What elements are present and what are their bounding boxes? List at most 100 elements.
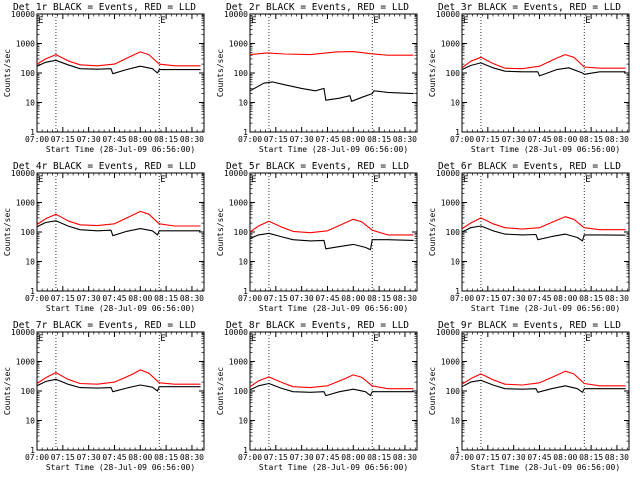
- x-tick-label: 08:30: [180, 135, 204, 144]
- x-axis-label: Start Time (28-Jul-09 06:56:00): [259, 463, 408, 472]
- x-tick-label: 07:00: [25, 453, 49, 462]
- x-tick-label: 07:45: [527, 135, 551, 144]
- x-tick-label: 07:15: [476, 294, 500, 303]
- y-axis-label: Counts/sec: [3, 367, 12, 415]
- y-tick-label: 100: [234, 228, 249, 237]
- x-tick-label: 08:15: [367, 135, 391, 144]
- series-line-lld: [249, 374, 414, 390]
- x-tick-label: 07:45: [102, 294, 126, 303]
- corner-marker-right: E: [373, 175, 378, 185]
- chart-panel-4: Det 4r BLACK = Events, RED = LLD Counts/s…: [3, 161, 205, 313]
- corner-marker-right: E: [585, 175, 590, 185]
- corner-marker-right: E: [160, 334, 165, 344]
- y-tick-label: 10000: [436, 169, 460, 178]
- x-tick-label: 08:15: [579, 135, 603, 144]
- y-tick-label: 100: [21, 387, 36, 396]
- x-tick-label: 08:00: [128, 453, 152, 462]
- y-tick-label: 1000: [16, 358, 35, 367]
- x-tick-label: 07:30: [502, 294, 526, 303]
- chart-title: Det 8r BLACK = Events, RED = LLD: [226, 320, 409, 331]
- x-axis-label: Start Time (28-Jul-09 06:56:00): [46, 304, 195, 313]
- y-tick-label: 1000: [229, 199, 248, 208]
- x-tick-label: 07:45: [102, 135, 126, 144]
- y-tick-label: 100: [21, 69, 36, 78]
- y-tick-label: 100: [234, 387, 249, 396]
- x-tick-label: 07:30: [77, 453, 101, 462]
- y-tick-label: 1: [243, 446, 248, 455]
- x-tick-label: 07:45: [102, 453, 126, 462]
- plot-frame: [249, 331, 418, 451]
- series-line-events: [461, 62, 626, 77]
- y-axis-label: Counts/sec: [428, 208, 437, 256]
- y-tick-label: 10000: [224, 328, 248, 337]
- y-tick-label: 1: [30, 446, 35, 455]
- plot-frame: [461, 331, 630, 451]
- x-tick-label: 07:00: [238, 453, 262, 462]
- x-tick-label: 08:30: [605, 135, 629, 144]
- chart-panel-8: Det 8r BLACK = Events, RED = LLD Counts/s…: [216, 320, 418, 472]
- plot-frame: [461, 172, 630, 292]
- x-tick-label: 08:30: [393, 294, 417, 303]
- plot-frame: [36, 13, 205, 133]
- chart-panel-2: Det 2r BLACK = Events, RED = LLD Counts/s…: [216, 2, 418, 154]
- chart-title: Det 6r BLACK = Events, RED = LLD: [438, 161, 621, 172]
- series-line-events: [36, 220, 201, 237]
- corner-marker-left: E: [38, 175, 43, 185]
- x-tick-label: 08:15: [154, 135, 178, 144]
- y-tick-label: 1: [455, 446, 460, 455]
- x-tick-label: 07:30: [290, 294, 314, 303]
- x-tick-label: 07:45: [315, 135, 339, 144]
- x-tick-label: 08:30: [180, 453, 204, 462]
- series-line-lld: [461, 216, 626, 231]
- x-tick-label: 08:00: [553, 294, 577, 303]
- corner-marker-right: E: [160, 175, 165, 185]
- y-tick-label: 10: [238, 258, 248, 267]
- x-tick-label: 08:15: [154, 453, 178, 462]
- series-line-lld: [36, 210, 201, 227]
- y-tick-label: 10: [450, 99, 460, 108]
- y-tick-label: 10: [238, 99, 248, 108]
- corner-marker-left: E: [463, 334, 468, 344]
- y-tick-label: 10: [450, 258, 460, 267]
- x-tick-label: 07:15: [51, 135, 75, 144]
- y-tick-label: 10000: [436, 10, 460, 19]
- y-tick-label: 10: [25, 99, 35, 108]
- plot-frame: [461, 13, 630, 133]
- x-axis-label: Start Time (28-Jul-09 06:56:00): [471, 304, 620, 313]
- y-axis-label: Counts/sec: [3, 49, 12, 97]
- x-tick-label: 08:15: [367, 294, 391, 303]
- corner-marker-right: E: [585, 334, 590, 344]
- y-tick-label: 100: [234, 69, 249, 78]
- y-tick-label: 10: [25, 258, 35, 267]
- corner-marker-left: E: [251, 175, 256, 185]
- y-tick-label: 1: [455, 128, 460, 137]
- x-tick-label: 07:00: [450, 294, 474, 303]
- y-tick-label: 10: [25, 417, 35, 426]
- y-tick-label: 1000: [441, 358, 460, 367]
- chart-panel-7: Det 7r BLACK = Events, RED = LLD Counts/s…: [3, 320, 205, 472]
- y-tick-label: 10: [450, 417, 460, 426]
- series-line-events: [249, 382, 414, 397]
- y-axis-label: Counts/sec: [3, 208, 12, 256]
- y-tick-label: 1000: [16, 40, 35, 49]
- x-tick-label: 07:15: [264, 135, 288, 144]
- y-tick-label: 1000: [229, 358, 248, 367]
- series-line-events: [461, 379, 626, 393]
- plot-frame: [36, 172, 205, 292]
- x-axis-label: Start Time (28-Jul-09 06:56:00): [46, 145, 195, 154]
- chart-title: Det 7r BLACK = Events, RED = LLD: [13, 320, 196, 331]
- x-tick-label: 08:30: [393, 453, 417, 462]
- x-tick-label: 07:00: [450, 453, 474, 462]
- corner-marker-left: E: [251, 16, 256, 26]
- y-tick-label: 100: [446, 387, 461, 396]
- x-tick-label: 08:15: [579, 453, 603, 462]
- chart-title: Det 4r BLACK = Events, RED = LLD: [13, 161, 196, 172]
- y-tick-label: 10000: [11, 328, 35, 337]
- x-axis-label: Start Time (28-Jul-09 06:56:00): [471, 145, 620, 154]
- x-tick-label: 08:00: [553, 453, 577, 462]
- corner-marker-left: E: [251, 334, 256, 344]
- y-tick-label: 1: [455, 287, 460, 296]
- series-line-events: [36, 59, 201, 75]
- x-tick-label: 07:15: [264, 453, 288, 462]
- y-tick-label: 1: [243, 287, 248, 296]
